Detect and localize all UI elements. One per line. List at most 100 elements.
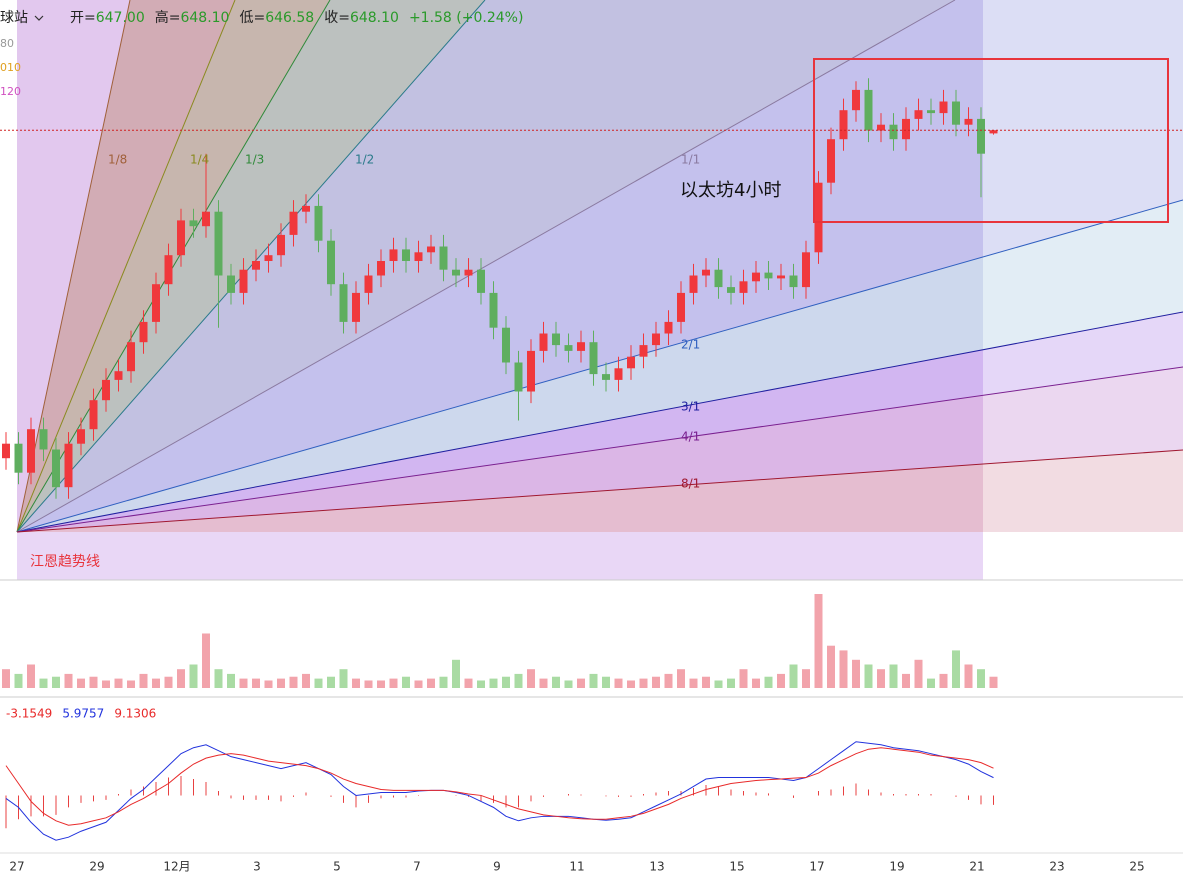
volume-bar (339, 669, 348, 688)
volume-bar (39, 678, 48, 688)
volume-bar (564, 680, 573, 688)
volume-bar (502, 676, 510, 688)
candle-body (2, 443, 10, 459)
candle-body (527, 350, 535, 392)
header-value: 647.00 (96, 10, 145, 26)
volume-bar (439, 676, 448, 688)
volume-bar (889, 664, 898, 688)
header-label: 高= (155, 9, 181, 26)
volume-bar (227, 673, 235, 688)
macd-legend: -3.1549 (6, 707, 52, 721)
candle-body (864, 89, 873, 131)
candle-body (939, 101, 948, 114)
candle-body (977, 118, 985, 154)
x-tick-label: 27 (9, 860, 24, 874)
candle-body (739, 281, 748, 293)
candle-body (902, 118, 910, 140)
volume-bar (552, 676, 560, 688)
candle-body (202, 211, 210, 227)
fan-line (16, 199, 1183, 533)
volume-bar (327, 676, 335, 688)
volume-bar (402, 676, 410, 688)
fan-line (16, 0, 331, 533)
candle-body (477, 269, 485, 293)
candle-body (339, 284, 348, 322)
volume-bar (14, 673, 23, 688)
volume-bar (239, 678, 248, 688)
candle-body (314, 205, 323, 241)
volume-bar (952, 650, 960, 688)
volume-bar (102, 680, 110, 688)
candle-body (414, 252, 423, 261)
fan-line (16, 311, 1183, 533)
macd-legend: 9.1306 (114, 707, 156, 721)
volume-bar (739, 669, 748, 688)
candle-body (639, 345, 648, 357)
candle-body (814, 182, 823, 253)
volume-bar (964, 664, 973, 688)
candle-body (652, 333, 660, 346)
fan-label: 1/3 (245, 153, 264, 167)
candle-body (64, 443, 73, 488)
volume-bar (364, 680, 373, 688)
ma-legend: 80 (0, 37, 14, 50)
volume-bar (914, 659, 923, 688)
volume-bar (64, 673, 73, 688)
highlight-box (813, 58, 1169, 223)
volume-bar (589, 673, 598, 688)
volume-bar (702, 676, 710, 688)
candle-body (127, 342, 135, 372)
candle-body (252, 261, 260, 270)
volume-bar (789, 664, 798, 688)
candle-body (427, 246, 435, 253)
candle-body (614, 368, 623, 380)
volume-bar (464, 678, 473, 688)
volume-bar (602, 676, 610, 688)
candle-body (352, 292, 360, 322)
fan-line (16, 0, 236, 533)
volume-bar (802, 669, 810, 688)
candle-body (877, 124, 885, 131)
candle-body (327, 240, 335, 285)
volume-bar (139, 673, 148, 688)
volume-bar (452, 659, 460, 688)
volume-bar (614, 678, 623, 688)
volume-bar (252, 678, 260, 688)
x-tick-label: 13 (649, 860, 664, 874)
volume-bar (477, 680, 485, 688)
volume-bar (77, 678, 85, 688)
fan-label: 3/1 (681, 400, 700, 414)
volume-bar (577, 678, 585, 688)
annotation: 以太坊4小时 (680, 180, 781, 201)
fan-line (16, 0, 956, 533)
marks (0, 58, 1183, 841)
volume-bar (489, 678, 498, 688)
x-tick-label: 29 (89, 860, 104, 874)
volume-bar (214, 669, 223, 688)
x-tick-label: 19 (889, 860, 904, 874)
candle-body (114, 371, 123, 380)
volume-bar (414, 680, 423, 688)
volume-bar (927, 678, 935, 688)
header-label: 开= (70, 10, 96, 26)
candle-body (914, 110, 923, 119)
macd-dea-line (5, 747, 994, 826)
volume-bar (302, 673, 310, 688)
candle-body (552, 333, 560, 346)
header-value: 648.10 (180, 10, 229, 26)
volume-bar (52, 676, 60, 688)
fan-line (16, 449, 1183, 533)
dropdown-icon (34, 15, 44, 21)
candle-body (52, 449, 60, 488)
volume-bar (977, 669, 985, 688)
ma-legend: 010 (0, 61, 21, 74)
volume-bar (152, 678, 160, 688)
volume-bar (627, 680, 635, 688)
candle-body (564, 345, 573, 351)
candle-body (464, 269, 473, 276)
candle-body (289, 211, 298, 235)
candle-body (377, 261, 385, 276)
candle-body (889, 124, 898, 140)
candle-body (664, 321, 673, 334)
volume-bar (864, 664, 873, 688)
